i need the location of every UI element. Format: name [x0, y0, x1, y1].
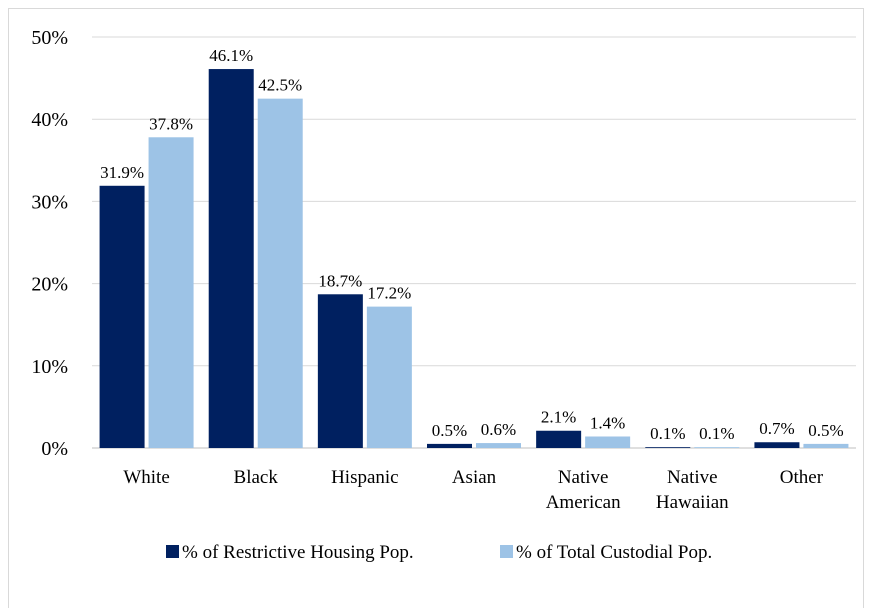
data-label: 1.4%	[590, 413, 625, 432]
category-label-line: White	[123, 467, 169, 488]
bar-restrictive	[754, 442, 800, 448]
bar-restrictive	[317, 294, 363, 448]
bar-custodial	[803, 443, 849, 448]
legend-swatch	[500, 545, 513, 558]
category-label: Other	[780, 467, 824, 488]
category-label-line: Hawaiian	[656, 492, 729, 513]
y-tick-label: 0%	[41, 438, 68, 460]
data-label: 46.1%	[209, 46, 253, 65]
bar-chart: 0% 10% 20% 30% 40% 50% 31.9% 37.8% 46.1% 42.5% 18…	[31, 27, 856, 563]
data-label: 2.1%	[541, 408, 576, 427]
y-tick-label: 10%	[31, 356, 68, 378]
y-tick-label: 40%	[31, 109, 68, 131]
category-label-line: Black	[234, 467, 279, 488]
category-label-line: Other	[780, 467, 824, 488]
chart-frame	[8, 8, 864, 608]
gridlines	[92, 36, 856, 449]
y-axis-ticks: 0% 10% 20% 30% 40% 50%	[31, 27, 68, 460]
bars	[99, 69, 849, 449]
data-label: 18.7%	[318, 271, 362, 290]
bar-custodial	[257, 98, 303, 449]
y-tick-label: 20%	[31, 274, 68, 296]
data-label: 0.1%	[699, 424, 734, 443]
category-label-line: Native	[558, 467, 609, 488]
category-label: Asian	[452, 467, 497, 488]
data-label: 0.1%	[650, 424, 685, 443]
bar-custodial	[366, 306, 412, 448]
category-label: Black	[234, 467, 279, 488]
category-label-line: Hispanic	[331, 467, 399, 488]
bar-custodial	[476, 443, 521, 448]
bar-restrictive	[208, 69, 254, 449]
data-label: 0.6%	[481, 420, 516, 439]
y-tick-label: 50%	[31, 27, 68, 49]
bar-custodial	[585, 436, 631, 448]
data-label: 31.9%	[100, 163, 144, 182]
category-label-line: Asian	[452, 467, 497, 488]
data-label: 0.5%	[432, 421, 467, 440]
data-labels: 31.9% 37.8% 46.1% 42.5% 18.7% 17.2% 0.5% 0.6% 2.…	[100, 46, 844, 443]
y-tick-label: 30%	[31, 191, 68, 213]
bar-custodial	[694, 447, 740, 448]
bar-restrictive	[99, 185, 145, 449]
data-label: 0.7%	[759, 419, 794, 438]
bar-custodial	[148, 137, 194, 448]
data-label: 0.5%	[808, 421, 843, 440]
data-label: 42.5%	[258, 76, 302, 95]
category-labels: White Black Hispanic Asian Native AmericanNat…	[123, 467, 823, 513]
category-label: Native American	[546, 467, 621, 513]
category-label-line: Native	[667, 467, 718, 488]
legend-label: % of Restrictive Housing Pop.	[182, 542, 414, 563]
category-label: Hispanic	[331, 467, 399, 488]
data-label: 17.2%	[367, 284, 411, 303]
category-label: Native Hawaiian	[656, 467, 729, 513]
bar-restrictive	[645, 447, 691, 448]
data-label: 37.8%	[149, 114, 193, 133]
bar-restrictive	[536, 430, 582, 448]
category-label: White	[123, 467, 169, 488]
legend-swatch	[166, 545, 179, 558]
legend-label: % of Total Custodial Pop.	[516, 542, 712, 563]
legend: % of Restrictive Housing Pop. % of Total …	[166, 542, 712, 563]
bar-restrictive	[427, 443, 472, 448]
category-label-line: American	[546, 492, 621, 513]
